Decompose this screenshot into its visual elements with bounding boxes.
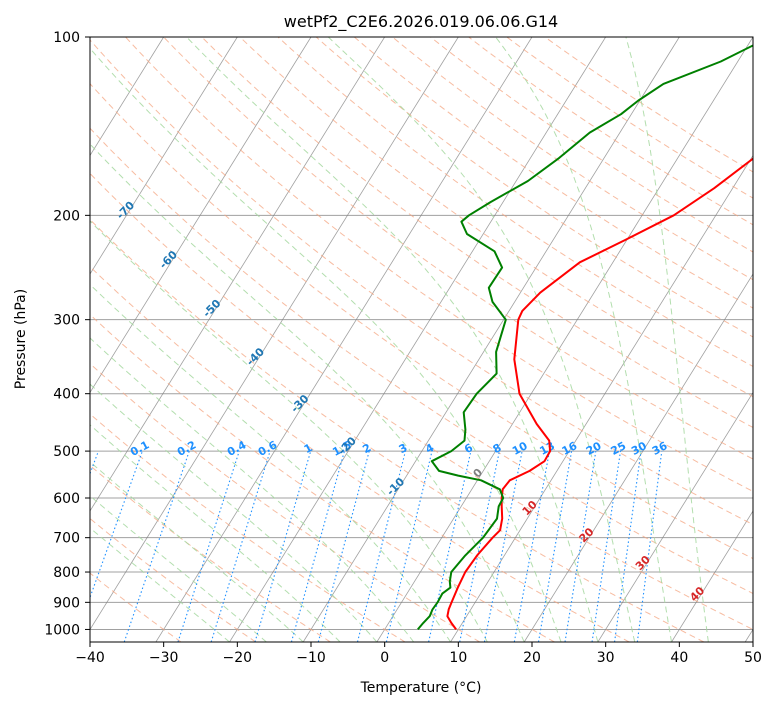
mixing-ratio-line [356,450,406,642]
dewpoint-line [417,44,753,631]
y-tick-label: 200 [53,208,80,224]
mixing-ratio-line [591,451,622,642]
mixing-ratio-line [636,451,663,642]
mixing-ratio-line [428,450,472,642]
isotherm-line [376,37,753,642]
moist-adiabat-line [327,37,636,642]
isotherm-line [597,391,753,642]
x-tick-label: −20 [223,650,253,666]
mixing-ratio-line [513,451,551,642]
mixing-ratio-line [90,450,143,599]
isotherm-line [523,273,753,642]
dry-adiabat-line [90,265,630,642]
profile-lines [417,44,753,631]
moist-adiabat-line [90,220,488,642]
y-tick-label: 700 [53,531,80,547]
mixing-ratio-line [177,450,240,642]
moist-adiabat-line [625,37,709,642]
chart-title: wetPf2_C2E6.2026.019.06.06.G14 [284,12,558,32]
x-tick-label: 30 [597,650,615,666]
isotherm-line [229,37,607,642]
mixing-ratio-line [385,450,433,642]
isotherm-line [90,37,312,394]
x-tick-label: 0 [380,650,389,666]
mixing-ratio-label: 16 [560,439,580,458]
dry-adiabat-line [125,37,753,493]
y-tick-label: 100 [53,30,80,46]
moist-adiabat-line [90,461,304,642]
dry-adiabat-line [90,572,182,642]
dry-adiabat-line [90,413,406,642]
y-tick-label: 800 [53,565,80,581]
x-tick-label: −10 [296,650,326,666]
moist-adiabat-line [186,37,599,642]
mixing-ratio-line [483,450,523,642]
x-tick-label: −30 [149,650,179,666]
moist-adiabat-line [495,37,672,642]
mixing-ratio-line [254,450,312,642]
mixing-ratio-line [210,450,271,642]
y-axis-label: Pressure (hPa) [13,289,29,389]
mixing-ratio-line [290,450,345,642]
isotherm-line [90,37,386,512]
dry-adiabat-line [90,464,331,642]
x-tick-label: 10 [449,650,467,666]
dry-adiabat-line [90,218,705,642]
dry-adiabat-line [315,37,753,338]
dry-adiabat-line [90,313,555,642]
dry-adiabat-line [90,362,481,642]
dry-adiabat-line [90,39,753,526]
moist-adiabat-line [90,337,415,642]
mixing-ratio-label: 25 [609,439,629,458]
mixing-ratio-line [564,451,597,642]
isotherm-line [90,37,459,631]
moist-adiabat-line [90,495,267,642]
isotherm-line [90,37,165,157]
y-tick-label: 400 [53,387,80,403]
mixing-ratio-line [123,450,190,642]
dry-adiabat-line [90,83,753,560]
moist-adiabat-line [90,424,341,642]
mixing-ratio-label: 13 [537,439,557,458]
y-tick-label: 900 [53,595,80,611]
moist-adiabat-line [90,47,562,642]
temperature-line [446,157,753,630]
mixing-ratio-label: 20 [584,439,604,458]
mixing-ratio-label: 36 [650,439,670,458]
moist-adiabat-line [90,283,451,642]
dry-adiabat-line [277,37,753,368]
axis-ticks: −40 −30 −20 −10 0 10 20 30 40 50 100 200 300 400 500 60… [44,30,762,666]
mixing-ratio-label: 30 [629,439,649,458]
mixing-ratio-label: 10 [510,439,530,458]
isotherm-line [671,510,753,642]
x-tick-label: 50 [744,650,762,666]
mixing-ratio-line [537,451,573,642]
x-tick-label: 20 [523,650,541,666]
y-tick-label: 1000 [44,622,80,638]
isotherm-line [155,37,533,642]
mixing-ratio-line [317,450,370,642]
x-tick-label: −40 [75,650,105,666]
x-tick-label: 40 [670,650,688,666]
plot-frame [89,36,754,643]
y-tick-label: 600 [53,491,80,507]
y-tick-label: 500 [53,444,80,460]
mixing-ratio-line [614,451,642,642]
mixing-ratio-line [459,450,500,642]
isotherm-line [450,154,753,642]
y-tick-label: 300 [53,313,80,329]
dry-adiabat-line [90,517,256,642]
x-axis-label: Temperature (°C) [360,680,482,696]
dry-adiabat-line [90,127,753,595]
